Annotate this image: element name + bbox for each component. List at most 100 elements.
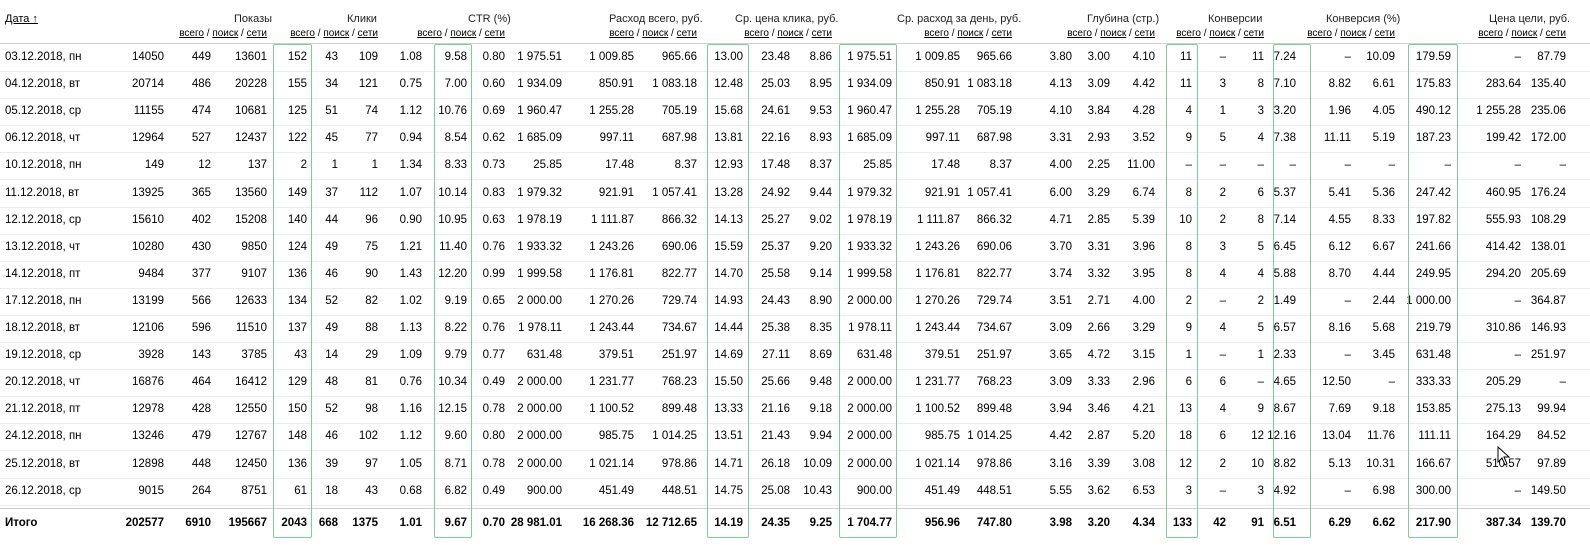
table-cell: 4.92 bbox=[1273, 484, 1296, 497]
table-cell: 1 021.14 bbox=[915, 457, 960, 470]
subheader-shows-all[interactable]: всего bbox=[179, 28, 204, 39]
subheader-daily-net[interactable]: сети bbox=[991, 28, 1012, 39]
table-cell: 3.33 bbox=[1087, 376, 1110, 389]
table-cell: 0.62 bbox=[482, 132, 505, 145]
table-cell: 0.49 bbox=[482, 376, 505, 389]
table-cell: 3.74 bbox=[1049, 267, 1072, 280]
column-header-ctr[interactable]: CTR (%) bbox=[468, 13, 511, 25]
table-cell: 5.68 bbox=[1372, 322, 1395, 334]
table-cell: – bbox=[1514, 294, 1521, 307]
table-cell: 486 bbox=[191, 78, 211, 91]
table-cell: 8.54 bbox=[444, 132, 467, 145]
subheader-daily-search[interactable]: поиск bbox=[957, 28, 984, 39]
column-header-conversion-rate[interactable]: Конверсия (%) bbox=[1326, 13, 1401, 25]
subheader-clicks-all[interactable]: всего bbox=[290, 28, 315, 39]
table-cell: 24.61 bbox=[761, 105, 790, 118]
table-cell: 0.49 bbox=[482, 484, 505, 497]
subheader-daily-all[interactable]: всего bbox=[924, 28, 949, 39]
table-cell: 1375 bbox=[352, 517, 378, 529]
row-divider bbox=[0, 477, 1590, 479]
subheader-cpc-all[interactable]: всего bbox=[744, 28, 769, 39]
table-cell: 4.13 bbox=[1049, 78, 1072, 91]
table-cell: 3.16 bbox=[1049, 457, 1072, 470]
table-cell: 460.95 bbox=[1485, 186, 1521, 199]
table-cell: 82 bbox=[365, 294, 378, 307]
table-cell: 4.71 bbox=[1049, 213, 1072, 226]
subheader-depth-all[interactable]: всего bbox=[1067, 28, 1092, 39]
column-header-depth[interactable]: Глубина (стр.) bbox=[1087, 13, 1160, 25]
column-header-conversions[interactable]: Конверсии bbox=[1208, 13, 1263, 25]
row-divider bbox=[0, 71, 1590, 72]
subheader-spend-search[interactable]: поиск bbox=[642, 28, 669, 39]
table-cell: 10.31 bbox=[1366, 457, 1395, 470]
table-cell: 15.59 bbox=[714, 240, 743, 253]
subheader-shows-net[interactable]: сети bbox=[246, 28, 267, 39]
table-cell: 1 bbox=[1257, 349, 1264, 362]
table-cell: 29 bbox=[365, 349, 378, 362]
table-cell: 241.66 bbox=[1415, 240, 1451, 253]
table-cell: 176.24 bbox=[1530, 186, 1566, 199]
row-divider bbox=[0, 342, 1590, 343]
table-cell: 7.24 bbox=[1273, 51, 1296, 63]
table-cell: 10280 bbox=[132, 240, 164, 253]
subheader-ctr-search[interactable]: поиск bbox=[450, 28, 477, 39]
column-header-cpc[interactable]: Ср. цена клика, руб. bbox=[735, 13, 839, 25]
subheader-clicks-net[interactable]: сети bbox=[357, 28, 378, 39]
table-cell: 12767 bbox=[235, 430, 267, 443]
table-cell: – bbox=[1344, 51, 1351, 63]
table-cell: 965.66 bbox=[661, 51, 697, 63]
table-cell: 2.33 bbox=[1273, 349, 1296, 362]
table-cell: 9.20 bbox=[809, 240, 832, 253]
table-row: 24.12.2018, пн 13246 479 12767 148 46 102 1.12 9… bbox=[0, 423, 1590, 450]
table-cell: 102 bbox=[358, 430, 378, 443]
table-cell: 13560 bbox=[235, 186, 267, 199]
subheader-spend-all[interactable]: всего bbox=[609, 28, 634, 39]
column-header-shows[interactable]: Показы bbox=[234, 13, 273, 25]
table-cell: 997.11 bbox=[925, 132, 960, 145]
table-cell: 631.48 bbox=[1415, 349, 1451, 362]
subheader-convrate-net[interactable]: сети bbox=[1374, 28, 1395, 39]
column-header-date[interactable]: Дата ↑ bbox=[5, 13, 38, 25]
subheader-goalprice-all[interactable]: всего bbox=[1478, 28, 1503, 39]
table-cell: 5.13 bbox=[1328, 457, 1351, 470]
subheader-convrate-search[interactable]: поиск bbox=[1340, 28, 1367, 39]
row-date: 19.12.2018, ср bbox=[5, 349, 82, 362]
column-header-daily-spend[interactable]: Ср. расход за день, руб. bbox=[897, 13, 1022, 25]
table-cell: 134 bbox=[287, 294, 307, 307]
table-cell: 5.37 bbox=[1273, 186, 1296, 199]
table-cell: 140 bbox=[287, 213, 307, 226]
subheader-depth-net[interactable]: сети bbox=[1134, 28, 1155, 39]
table-cell: 2.44 bbox=[1372, 294, 1395, 307]
subheader-goalprice-net[interactable]: сети bbox=[1545, 28, 1566, 39]
table-cell: 8.90 bbox=[809, 294, 832, 307]
subheader-cpc-search[interactable]: поиск bbox=[777, 28, 804, 39]
column-header-spend[interactable]: Расход всего, руб. bbox=[609, 13, 703, 25]
table-cell: 6.51 bbox=[1273, 517, 1296, 529]
subheader-ctr-net[interactable]: сети bbox=[484, 28, 505, 39]
subheader-cpc-net[interactable]: сети bbox=[811, 28, 832, 39]
subheader-shows-search[interactable]: поиск bbox=[212, 28, 239, 39]
table-cell: 179.59 bbox=[1415, 51, 1451, 63]
subheader-ctr-all[interactable]: всего bbox=[417, 28, 442, 39]
table-cell: 1 999.58 bbox=[517, 267, 562, 280]
table-cell: 11.11 bbox=[1323, 132, 1351, 145]
subheader-conv-all[interactable]: всего bbox=[1176, 28, 1201, 39]
subheader-convrate-all[interactable]: всего bbox=[1307, 28, 1332, 39]
table-cell: 1 176.81 bbox=[589, 267, 634, 280]
table-cell: 2 000.00 bbox=[517, 403, 562, 416]
subheader-conv-search[interactable]: поиск bbox=[1209, 28, 1236, 39]
table-cell: 3.20 bbox=[1273, 105, 1296, 118]
table-cell: 387.34 bbox=[1485, 517, 1521, 529]
total-label: Итого bbox=[5, 517, 38, 529]
subheader-spend-net[interactable]: сети bbox=[676, 28, 697, 39]
column-header-goal-price[interactable]: Цена цели, руб. bbox=[1489, 13, 1571, 25]
table-cell: 25.37 bbox=[761, 240, 790, 253]
table-cell: 850.91 bbox=[598, 78, 634, 91]
table-cell: 1 270.26 bbox=[589, 294, 634, 307]
subheader-depth-search[interactable]: поиск bbox=[1100, 28, 1127, 39]
table-row: 11.12.2018, вт 13925 365 13560 149 37 112 1.07 1… bbox=[0, 180, 1590, 207]
subheader-clicks-search[interactable]: поиск bbox=[323, 28, 350, 39]
subheader-conv-net[interactable]: сети bbox=[1243, 28, 1264, 39]
column-header-clicks[interactable]: Клики bbox=[347, 13, 377, 25]
subheader-goalprice-search[interactable]: поиск bbox=[1511, 28, 1538, 39]
